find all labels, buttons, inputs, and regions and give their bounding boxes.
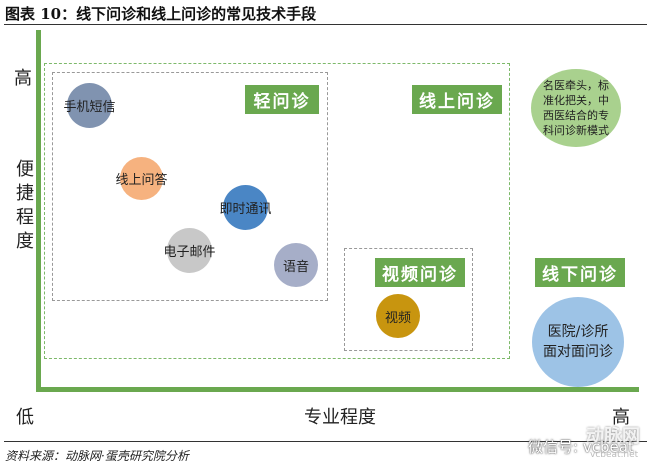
bubble-hospital: 医院/诊所面对面问诊 — [532, 297, 624, 387]
bubble-sms: 手机短信 — [64, 83, 116, 128]
light-consult-region — [52, 72, 328, 301]
bubble-video: 视频 — [376, 294, 420, 338]
y-axis-label-char: 便 — [16, 159, 34, 180]
y-axis — [36, 30, 41, 392]
x-axis — [36, 387, 639, 392]
watermark-wechat: 微信号: vcbeat — [528, 438, 634, 456]
bubble-video-label: 视频 — [384, 310, 411, 326]
bubble-im: 即时通讯 — [220, 185, 272, 230]
bubble-hospital-label: 医院/诊所面对面问诊 — [543, 324, 613, 360]
x-axis-low-label: 低 — [16, 407, 34, 428]
online-region — [44, 63, 510, 359]
y-axis-high-label: 高 — [14, 68, 32, 89]
offline-consult-tag: 线下问诊 — [535, 258, 625, 287]
video-consult-tag: 视频问诊 — [375, 258, 465, 287]
y-axis-label-char: 度 — [16, 231, 34, 252]
bubble-im-label: 即时通讯 — [219, 202, 272, 217]
top-rule — [4, 24, 647, 25]
bubble-qa-label: 线上问答 — [115, 173, 168, 188]
bubble-famous-doctor-label: 名医牵头，标准化把关，中西医结合的专科问诊新模式 — [543, 79, 609, 137]
x-axis-high-label: 高 — [612, 407, 630, 428]
video-consult-region — [344, 248, 473, 351]
online-consult-tag: 线上问诊 — [412, 85, 502, 114]
bubble-voice-label: 语音 — [282, 259, 309, 275]
bottom-rule — [4, 441, 647, 442]
bubble-voice: 语音 — [274, 243, 318, 287]
bubble-qa: 线上问答 — [116, 157, 168, 200]
light-consult-tag: 轻问诊 — [245, 85, 319, 114]
y-axis-label-char: 捷 — [16, 183, 34, 204]
y-axis-label-char: 程 — [16, 207, 34, 228]
bubble-sms-label: 手机短信 — [63, 100, 116, 115]
watermark-url: vcbeat.net — [590, 450, 639, 460]
source-note: 资料来源：动脉网·蛋壳研究院分析 — [5, 449, 189, 463]
bubble-email-label: 电子邮件 — [163, 245, 216, 260]
bubble-famous-doctor: 名医牵头，标准化把关，中西医结合的专科问诊新模式 — [531, 69, 621, 147]
bubble-email: 电子邮件 — [164, 228, 216, 273]
figure-title: 图表 10：线下问诊和线上问诊的常见技术手段 — [5, 5, 317, 23]
y-axis-label: 便 捷 程 度 — [14, 158, 36, 254]
x-axis-label: 专业程度 — [304, 407, 376, 428]
watermark-logo: 动脉网 — [586, 426, 640, 447]
